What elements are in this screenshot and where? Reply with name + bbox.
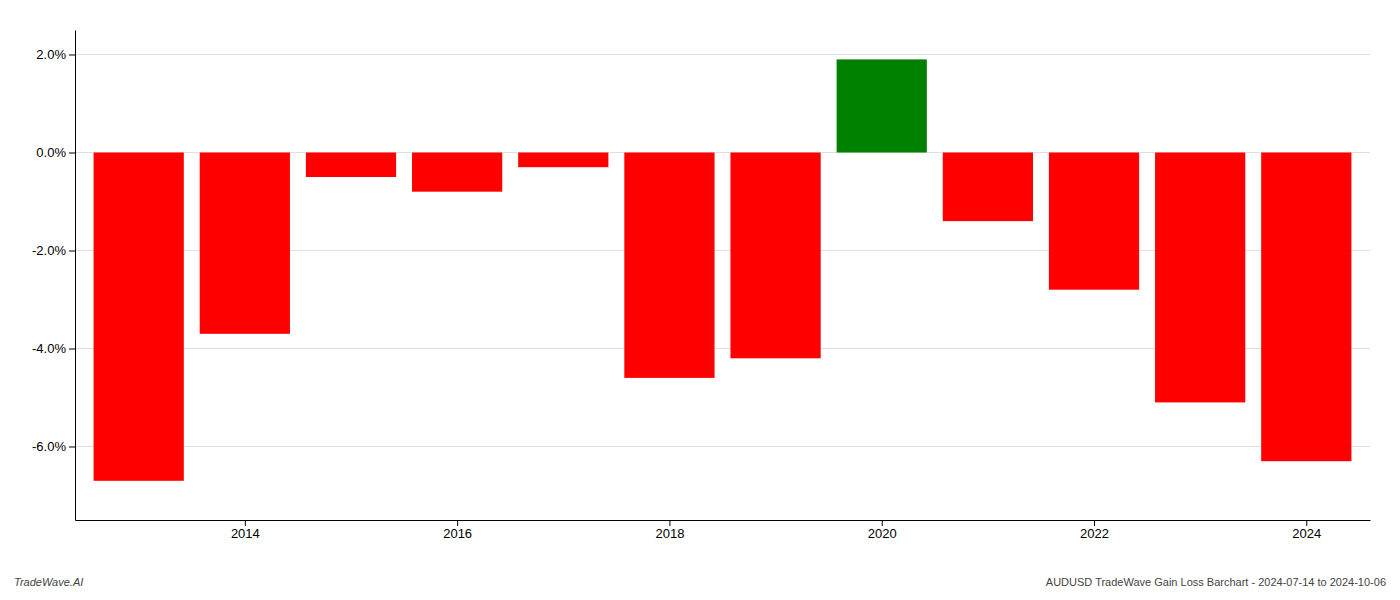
y-tick: 0.0% xyxy=(36,145,75,160)
annotation: AUDUSD TradeWave Gain Loss Barchart - 20… xyxy=(1046,576,1386,588)
annotation: TradeWave.AI xyxy=(14,576,83,588)
y-tick-label: 2.0% xyxy=(36,47,66,62)
footer: TradeWave.AI AUDUSD TradeWave Gain Loss B… xyxy=(14,576,1386,588)
x-tick: 2016 xyxy=(443,520,472,541)
bar xyxy=(306,153,396,178)
x-tick-label: 2020 xyxy=(868,526,897,541)
x-tick-mark xyxy=(669,520,670,526)
y-tick-mark xyxy=(69,349,75,350)
y-tick-mark xyxy=(69,55,75,56)
grid xyxy=(75,55,1370,447)
x-tick-mark xyxy=(245,520,246,526)
y-tick: -2.0% xyxy=(32,243,75,258)
y-tick: -4.0% xyxy=(32,341,75,356)
bar xyxy=(518,153,608,168)
x-tick-mark xyxy=(457,520,458,526)
x-tick-mark xyxy=(882,520,883,526)
x-tick: 2024 xyxy=(1292,520,1321,541)
y-tick-mark xyxy=(69,153,75,154)
grid-line xyxy=(75,54,1370,55)
y-tick-label: -2.0% xyxy=(32,243,66,258)
chart-svg: 2014 2016 2018 2020 2022 2024 -6.0% -4.0% -2.0% 0… xyxy=(0,0,1400,600)
bar xyxy=(1049,153,1139,290)
bar xyxy=(943,153,1033,222)
x-tick-label: 2014 xyxy=(231,526,260,541)
bar xyxy=(1155,153,1245,403)
x-tick-label: 2022 xyxy=(1080,526,1109,541)
x-tick: 2018 xyxy=(655,520,684,541)
y-axis-line xyxy=(75,31,76,521)
x-tick-mark xyxy=(1094,520,1095,526)
x-tick-label: 2018 xyxy=(655,526,684,541)
x-tick-mark xyxy=(1306,520,1307,526)
x-tick: 2014 xyxy=(231,520,260,541)
bar xyxy=(1261,153,1351,462)
grid-line xyxy=(75,446,1370,447)
bar xyxy=(730,153,820,359)
y-tick-mark xyxy=(69,251,75,252)
bar xyxy=(412,153,502,192)
y-axis: -6.0% -4.0% -2.0% 0.0% 2.0% xyxy=(32,31,75,521)
y-tick: 2.0% xyxy=(36,47,75,62)
x-tick: 2022 xyxy=(1080,520,1109,541)
y-tick-label: -6.0% xyxy=(32,439,66,454)
plot-area: 2014 2016 2018 2020 2022 2024 -6.0% -4.0% -2.0% 0… xyxy=(32,31,1370,542)
bar xyxy=(94,153,184,481)
x-tick-label: 2016 xyxy=(443,526,472,541)
bar xyxy=(837,59,927,152)
y-tick-label: -4.0% xyxy=(32,341,66,356)
x-tick: 2020 xyxy=(868,520,897,541)
x-axis: 2014 2016 2018 2020 2022 2024 xyxy=(76,520,1371,541)
bars xyxy=(94,59,1352,480)
y-tick-mark xyxy=(69,447,75,448)
bar xyxy=(624,153,714,378)
x-axis-line xyxy=(76,520,1371,521)
chart-container: 2014 2016 2018 2020 2022 2024 -6.0% -4.0% -2.0% 0… xyxy=(0,0,1400,600)
y-tick-label: 0.0% xyxy=(36,145,66,160)
y-tick: -6.0% xyxy=(32,439,75,454)
x-tick-label: 2024 xyxy=(1292,526,1321,541)
bar xyxy=(200,153,290,334)
